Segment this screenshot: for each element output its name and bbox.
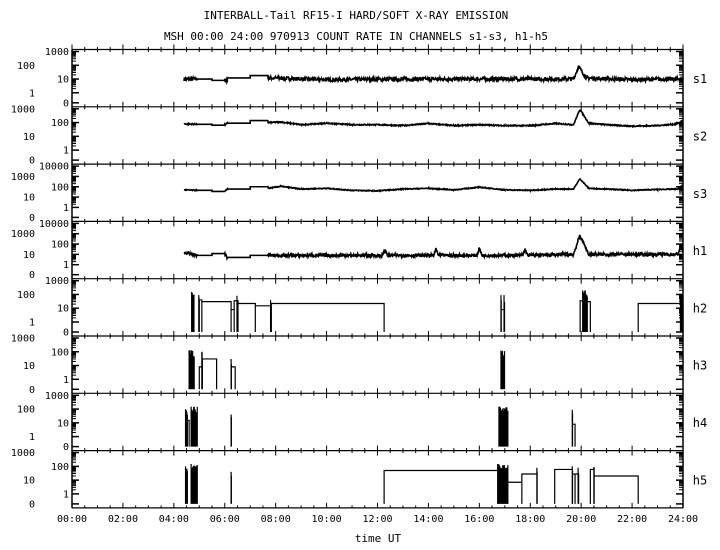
x-tick-label: 16:00	[464, 514, 494, 525]
x-tick-label: 12:00	[362, 514, 392, 525]
x-axis-label: time UT	[355, 532, 402, 545]
y-tick-label: 0	[63, 442, 69, 453]
x-tick-label: 14:00	[413, 514, 443, 525]
y-tick-label: 0	[29, 385, 35, 396]
x-tick-label: 10:00	[312, 514, 342, 525]
y-tick-label: 1	[29, 432, 35, 443]
y-tick-label: 10	[23, 132, 35, 143]
y-tick-label: 10	[23, 193, 35, 204]
y-tick-label: 1000	[11, 334, 35, 345]
y-tick-label: 1	[63, 146, 69, 157]
y-tick-label: 10000	[39, 162, 69, 173]
y-tick-label: 100	[17, 61, 35, 72]
y-tick-label: 0	[29, 213, 35, 224]
y-tick-label: 1000	[45, 391, 69, 402]
channel-label-s3: s3	[693, 187, 707, 201]
y-tick-label: 10	[57, 418, 69, 429]
y-tick-label: 0	[29, 270, 35, 281]
y-tick-label: 0	[63, 98, 69, 109]
y-tick-label: 100	[51, 240, 69, 251]
chart-subtitle: MSH 00:00 24:00 970913 COUNT RATE IN CHA…	[164, 30, 548, 43]
y-tick-label: 10	[23, 476, 35, 487]
y-tick-label: 1000	[11, 448, 35, 459]
y-tick-label: 1	[63, 260, 69, 271]
y-tick-label: 1000	[11, 104, 35, 115]
channel-label-h4: h4	[693, 416, 707, 430]
x-tick-label: 08:00	[261, 514, 291, 525]
series-line-h1	[183, 234, 684, 262]
series-line-s2	[183, 109, 684, 129]
y-tick-label: 1	[29, 318, 35, 329]
x-tick-label: 02:00	[108, 514, 138, 525]
y-tick-label: 1000	[11, 229, 35, 240]
x-tick-label: 06:00	[210, 514, 240, 525]
y-tick-label: 0	[29, 499, 35, 510]
chart-title: INTERBALL-Tail RF15-I HARD/SOFT X-RAY EM…	[204, 9, 509, 22]
y-tick-label: 100	[17, 405, 35, 416]
x-tick-labels: 00:00 02:00 04:00 06:00 08:00 10:00 12:00 14:00…	[57, 514, 698, 525]
y-tick-label: 1	[29, 88, 35, 99]
y-tick-label: 100	[51, 182, 69, 193]
channel-label-h1: h1	[693, 244, 707, 258]
series-line-s1	[183, 65, 684, 86]
series-line-h2	[191, 290, 684, 332]
y-tick-label: 100	[51, 347, 69, 358]
x-tick-label: 22:00	[617, 514, 647, 525]
y-tick-label: 10	[23, 361, 35, 372]
series-line-h5	[184, 463, 639, 504]
y-tick-label: 1	[63, 203, 69, 214]
y-tick-label: 1	[63, 375, 69, 386]
y-tick-label: 10	[57, 304, 69, 315]
channel-label-h2: h2	[693, 301, 707, 315]
y-tick-label: 1000	[45, 47, 69, 58]
y-tick-label: 10	[23, 250, 35, 261]
channel-label-s1: s1	[693, 72, 707, 86]
y-tick-label: 10	[57, 75, 69, 86]
x-tick-label: 20:00	[566, 514, 596, 525]
y-tick-label: 1000	[11, 172, 35, 183]
y-tick-label: 100	[17, 290, 35, 301]
panels: 10001001010s110001001010s210000100010010…	[11, 44, 707, 510]
y-tick-label: 10000	[39, 219, 69, 230]
x-tick-label: 18:00	[515, 514, 545, 525]
channel-label-h5: h5	[693, 473, 707, 487]
series-line-s3	[183, 178, 684, 194]
series-line-h4	[184, 406, 576, 447]
y-tick-label: 1000	[45, 276, 69, 287]
y-tick-label: 100	[51, 118, 69, 129]
channel-label-h3: h3	[693, 359, 707, 373]
channel-label-s2: s2	[693, 129, 707, 143]
y-tick-label: 0	[29, 156, 35, 167]
y-tick-label: 0	[63, 328, 69, 339]
y-tick-label: 100	[51, 462, 69, 473]
series-line-h3	[188, 350, 506, 390]
y-tick-label: 1	[63, 489, 69, 500]
x-tick-label: 04:00	[159, 514, 189, 525]
x-tick-label: 00:00	[57, 514, 87, 525]
x-tick-label: 24:00	[668, 514, 698, 525]
